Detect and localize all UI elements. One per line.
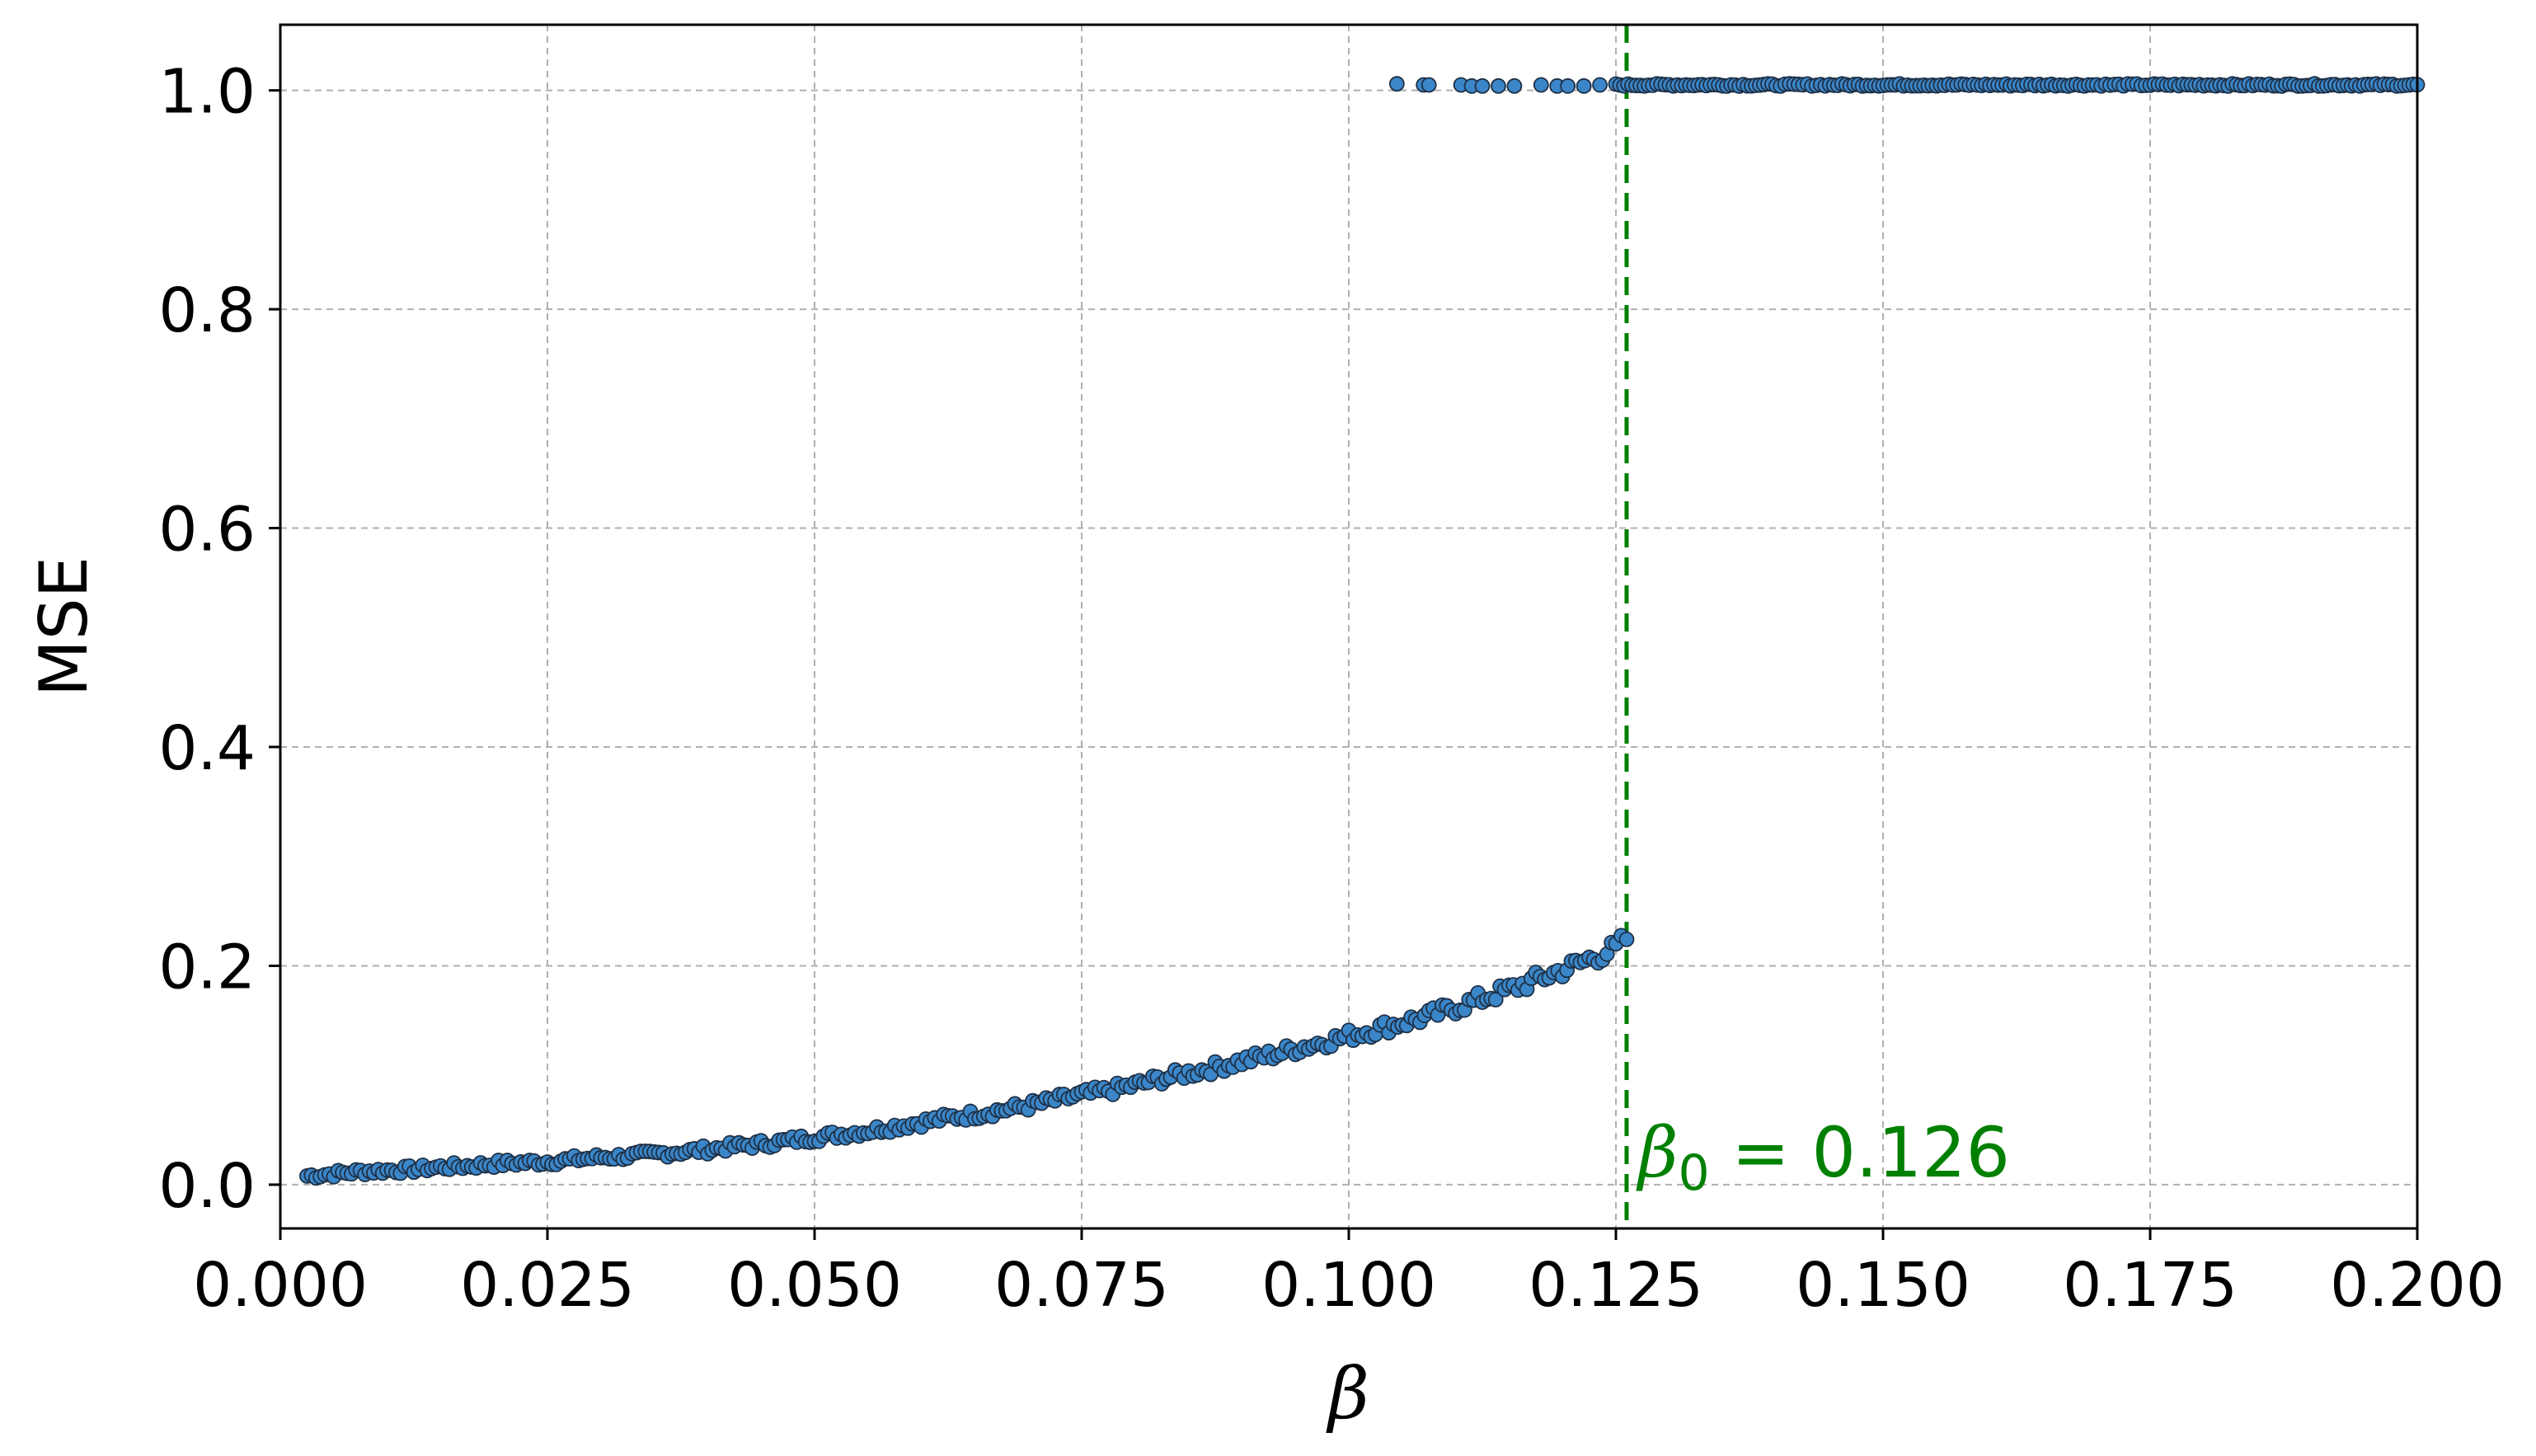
data-point [1421, 77, 1437, 93]
grid-lines [279, 25, 2418, 1228]
data-point [1560, 77, 1576, 94]
x-tick-label: 0.125 [1529, 1250, 1703, 1321]
x-tick-labels: 0.000 0.025 0.050 0.075 0.100 0.125 0.150 0.175… [193, 1250, 2505, 1321]
x-tick-label: 0.100 [1261, 1250, 1436, 1321]
threshold-symbol: β [1636, 1112, 1679, 1193]
y-tick-label: 0.6 [158, 495, 256, 566]
x-tick-label: 0.150 [1796, 1250, 1970, 1321]
x-tick-label: 0.000 [193, 1250, 368, 1321]
data-point [1576, 77, 1592, 94]
data-point [1388, 76, 1405, 92]
data-point [1487, 992, 1504, 1007]
data-points [298, 76, 2426, 1186]
data-point [1618, 931, 1635, 947]
y-tick-label: 1.0 [158, 57, 256, 128]
x-axis-label: β [1326, 1353, 1369, 1435]
y-axis-label: MSE [26, 557, 102, 697]
x-tick-label: 0.050 [727, 1250, 902, 1321]
data-point [1491, 77, 1506, 94]
data-point [1474, 77, 1491, 94]
threshold-annotation: β0 = 0.126 [1636, 1112, 2010, 1202]
y-tick-label: 0.2 [158, 932, 256, 1003]
y-tick-label: 0.0 [158, 1151, 256, 1222]
data-point [1592, 77, 1608, 93]
axis-ticks [269, 89, 2419, 1240]
x-tick-label: 0.200 [2330, 1250, 2505, 1321]
y-tick-label: 0.8 [158, 275, 256, 346]
threshold-value-text: = 0.126 [1710, 1112, 2010, 1193]
data-point [1533, 77, 1549, 93]
y-tick-labels: 0.0 0.2 0.4 0.6 0.8 1.0 [158, 57, 256, 1222]
x-tick-label: 0.025 [460, 1250, 635, 1321]
x-tick-label: 0.175 [2063, 1250, 2238, 1321]
y-tick-label: 0.4 [158, 713, 256, 784]
threshold-subscript: 0 [1679, 1144, 1710, 1202]
data-point [1506, 77, 1523, 94]
x-tick-label: 0.075 [994, 1250, 1169, 1321]
